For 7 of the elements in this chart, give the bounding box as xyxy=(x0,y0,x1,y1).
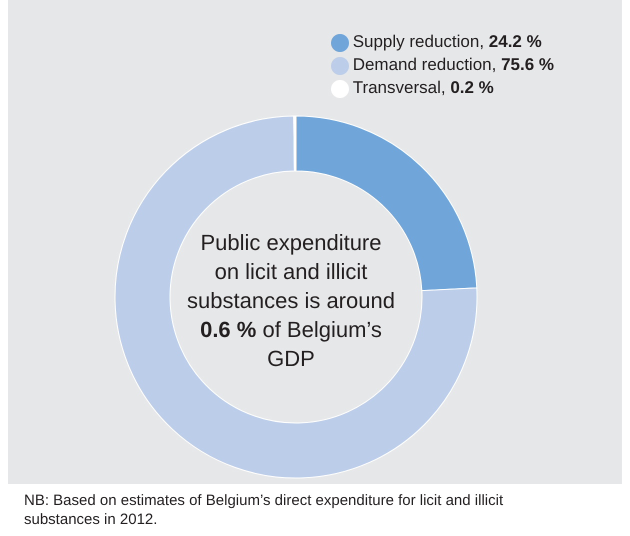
text: 0.6 % xyxy=(200,317,256,342)
text: of Belgium’s GDP xyxy=(261,317,382,371)
text: NB: Based on estimates of Belgium’s direct expenditure for licit and illicit substances in 2012. xyxy=(24,491,504,529)
legend-label: Transversal, 0.2 % xyxy=(352,78,494,97)
legend-label: Demand reduction, 75.6 % xyxy=(352,55,554,74)
donut-slice xyxy=(114,116,478,478)
legend-label: Supply reduction, 24.2 % xyxy=(352,32,542,51)
